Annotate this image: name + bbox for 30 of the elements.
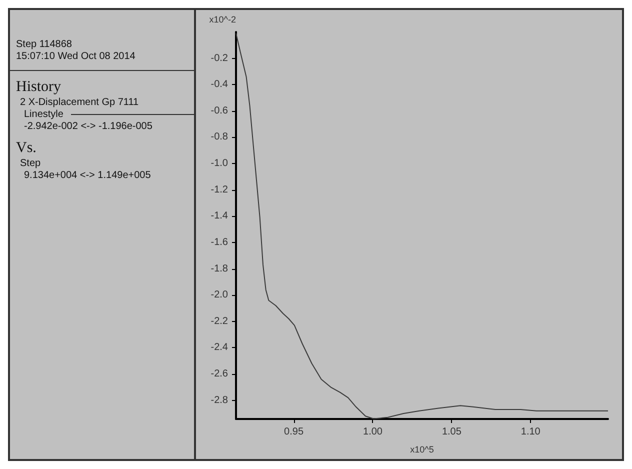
x-tick-label: 1.05 (442, 426, 462, 438)
text: Vs. (16, 140, 36, 157)
x-tick-label: 0.95 (284, 426, 304, 438)
y-tick-label: -2.4 (210, 342, 228, 354)
y-tick-label: -1.2 (210, 184, 228, 196)
text: History (16, 79, 61, 96)
x-tick-label: 1.00 (363, 426, 383, 438)
y-tick-label: -2.0 (210, 290, 228, 301)
x-axis-title: x10^5 (410, 444, 434, 454)
y-tick-label: -0.8 (210, 132, 228, 143)
y-tick-label: -1.6 (210, 236, 228, 248)
text: Step 114868 (16, 39, 72, 50)
y-tick-label: -0.2 (210, 52, 228, 64)
text: 15:07:10 Wed Oct 08 2014 (16, 51, 136, 62)
y-tick-label: -2.2 (210, 316, 228, 327)
y-tick-label: -0.4 (210, 79, 228, 90)
text: 2 X-Displacement Gp 7111 (20, 97, 139, 108)
text: Step (20, 158, 41, 169)
text: 9.134e+004 <-> 1.149e+005 (24, 170, 151, 181)
line-series (236, 32, 608, 420)
y-tick-label: -2.8 (210, 394, 228, 406)
y-tick-label: -1.0 (210, 158, 228, 170)
x-tick-label: 1.10 (520, 426, 541, 438)
text: Linestyle (24, 109, 64, 120)
y-tick-label: -2.6 (210, 368, 228, 380)
y-tick-label: -1.4 (210, 210, 228, 222)
y-tick-label: -0.6 (210, 105, 228, 116)
text: -2.942e-002 <-> -1.196e-005 (24, 121, 152, 132)
y-tick-label: -1.8 (210, 263, 228, 274)
y-axis-title: x10^-2 (209, 14, 236, 24)
